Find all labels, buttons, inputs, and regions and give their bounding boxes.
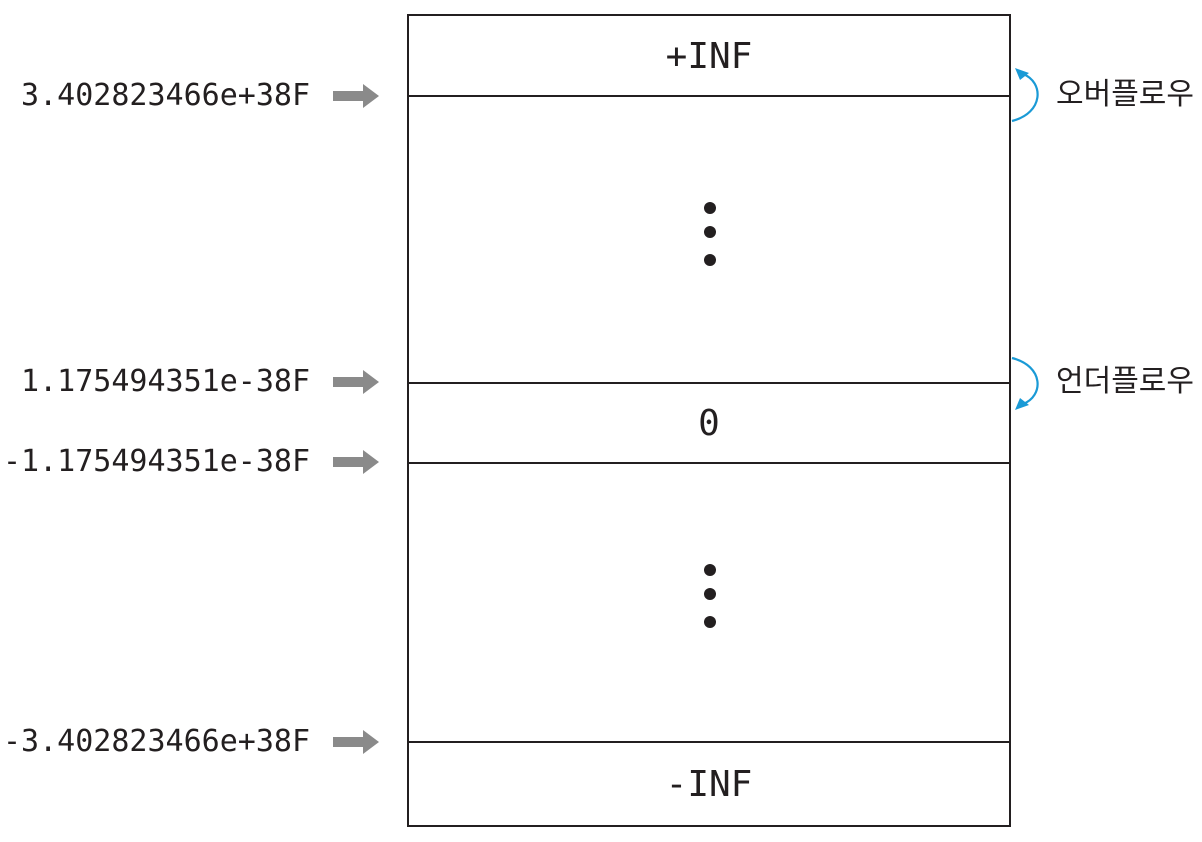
underflow-curve-arrow-icon: [1011, 356, 1039, 410]
pointer-arrow-icon: [333, 730, 379, 754]
ellipsis-dot: [704, 588, 716, 600]
max-positive-line: [407, 95, 1011, 97]
overflow-curve-arrow-icon: [1011, 68, 1039, 123]
zero-label: 0: [698, 403, 720, 444]
max-negative-value: -3.402823466e+38F: [2, 724, 310, 759]
positive-infinity-label: +INF: [665, 36, 753, 77]
max-negative-line: [407, 741, 1011, 743]
ellipsis-dot: [704, 254, 716, 266]
ellipsis-dot: [704, 616, 716, 628]
min-negative-line: [407, 462, 1011, 464]
min-positive-line: [407, 382, 1011, 384]
pointer-arrow-icon: [333, 370, 379, 394]
pointer-arrow-icon: [333, 84, 379, 108]
pointer-arrow-icon: [333, 450, 379, 474]
negative-infinity-label: -INF: [665, 764, 753, 805]
min-negative-value: -1.175494351e-38F: [2, 444, 310, 479]
min-positive-value: 1.175494351e-38F: [21, 364, 310, 399]
ellipsis-dot: [704, 564, 716, 576]
ellipsis-dot: [704, 226, 716, 238]
positive-range-ellipsis: [700, 202, 720, 268]
ellipsis-dot: [704, 202, 716, 214]
negative-range-ellipsis: [700, 564, 720, 630]
max-positive-value: 3.402823466e+38F: [21, 78, 310, 113]
underflow-label: 언더플로우: [1056, 364, 1194, 399]
range-diagram-box: [407, 14, 1011, 827]
overflow-label: 오버플로우: [1056, 77, 1194, 112]
